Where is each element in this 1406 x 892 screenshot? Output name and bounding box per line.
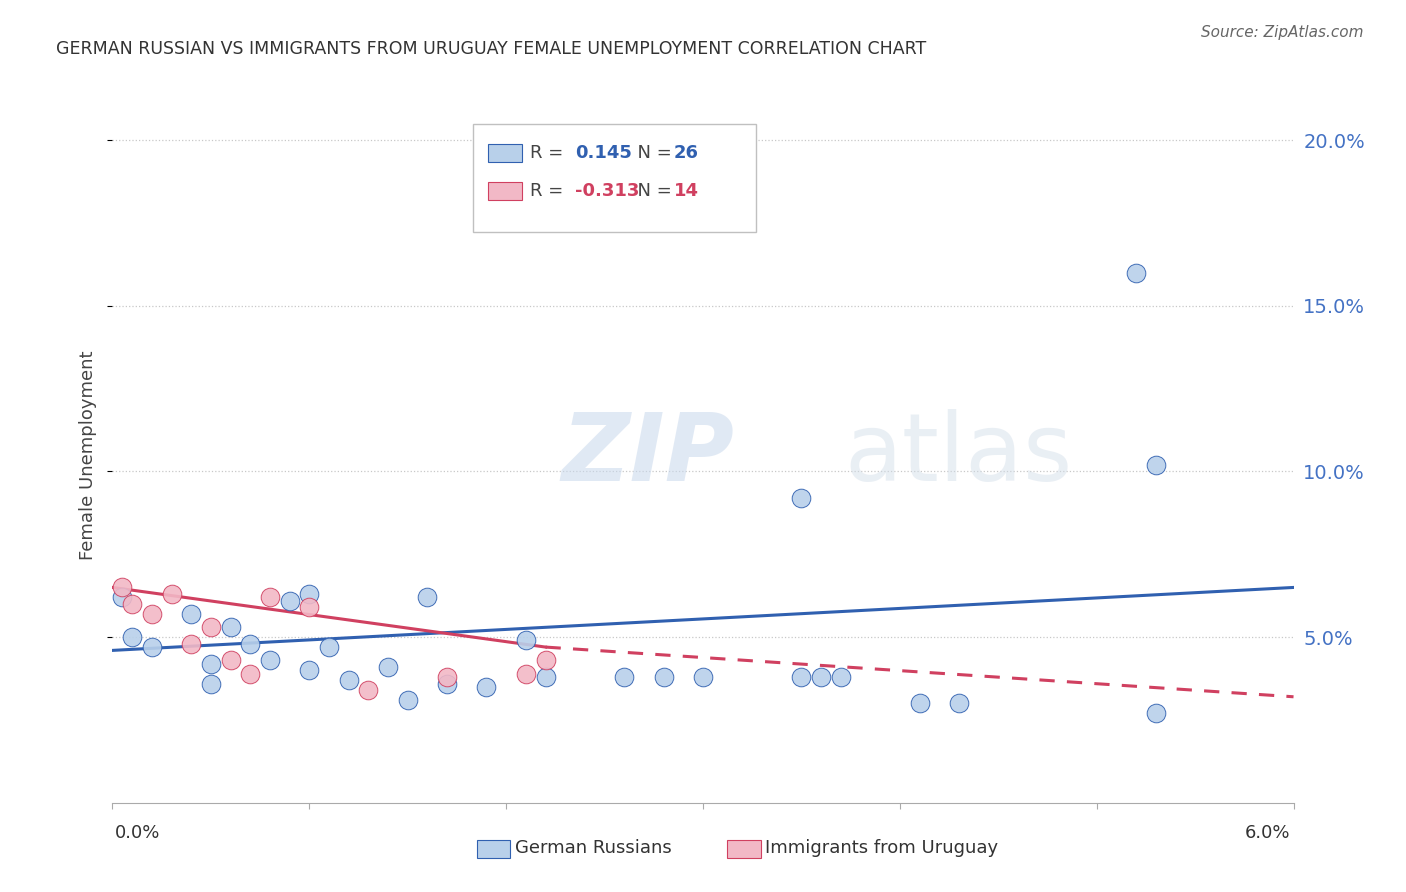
Text: GERMAN RUSSIAN VS IMMIGRANTS FROM URUGUAY FEMALE UNEMPLOYMENT CORRELATION CHART: GERMAN RUSSIAN VS IMMIGRANTS FROM URUGUA…	[56, 40, 927, 58]
Point	[1125, 266, 1147, 280]
Point	[298, 587, 321, 601]
Point	[259, 653, 281, 667]
Text: R =: R =	[530, 144, 569, 162]
Text: N =: N =	[626, 182, 678, 201]
Point	[357, 683, 380, 698]
Text: Immigrants from Uruguay: Immigrants from Uruguay	[765, 839, 998, 857]
Point	[790, 491, 813, 505]
Point	[121, 597, 143, 611]
Text: ZIP: ZIP	[561, 409, 734, 501]
Y-axis label: Female Unemployment: Female Unemployment	[79, 351, 97, 559]
Point	[692, 670, 714, 684]
Text: 0.0%: 0.0%	[115, 824, 160, 842]
Point	[416, 591, 439, 605]
Text: German Russians: German Russians	[515, 839, 671, 857]
Text: -0.313: -0.313	[575, 182, 640, 201]
Point	[200, 676, 222, 690]
Point	[141, 607, 163, 621]
Point	[830, 670, 852, 684]
Text: 6.0%: 6.0%	[1246, 824, 1291, 842]
Text: 26: 26	[673, 144, 699, 162]
Point	[239, 637, 262, 651]
Point	[278, 593, 301, 607]
Point	[377, 660, 399, 674]
Point	[318, 640, 340, 654]
Point	[515, 666, 537, 681]
Point	[515, 633, 537, 648]
Point	[298, 600, 321, 615]
Point	[908, 697, 931, 711]
Point	[534, 670, 557, 684]
Point	[1144, 706, 1167, 721]
Text: 0.145: 0.145	[575, 144, 633, 162]
Point	[180, 637, 202, 651]
Text: R =: R =	[530, 182, 569, 201]
Point	[790, 670, 813, 684]
Point	[436, 676, 458, 690]
Point	[239, 666, 262, 681]
Point	[219, 653, 242, 667]
Text: 14: 14	[673, 182, 699, 201]
Point	[652, 670, 675, 684]
Point	[200, 657, 222, 671]
Point	[337, 673, 360, 688]
Point	[121, 630, 143, 644]
Point	[436, 670, 458, 684]
Point	[298, 663, 321, 677]
Point	[141, 640, 163, 654]
Point	[534, 653, 557, 667]
Point	[1144, 458, 1167, 472]
Point	[200, 620, 222, 634]
Point	[180, 607, 202, 621]
Text: N =: N =	[626, 144, 678, 162]
Point	[810, 670, 832, 684]
Point	[259, 591, 281, 605]
Point	[111, 581, 134, 595]
Point	[948, 697, 970, 711]
Point	[111, 591, 134, 605]
Point	[160, 587, 183, 601]
Point	[475, 680, 498, 694]
Point	[396, 693, 419, 707]
Text: Source: ZipAtlas.com: Source: ZipAtlas.com	[1201, 25, 1364, 40]
Point	[219, 620, 242, 634]
Text: atlas: atlas	[845, 409, 1073, 501]
Point	[613, 670, 636, 684]
